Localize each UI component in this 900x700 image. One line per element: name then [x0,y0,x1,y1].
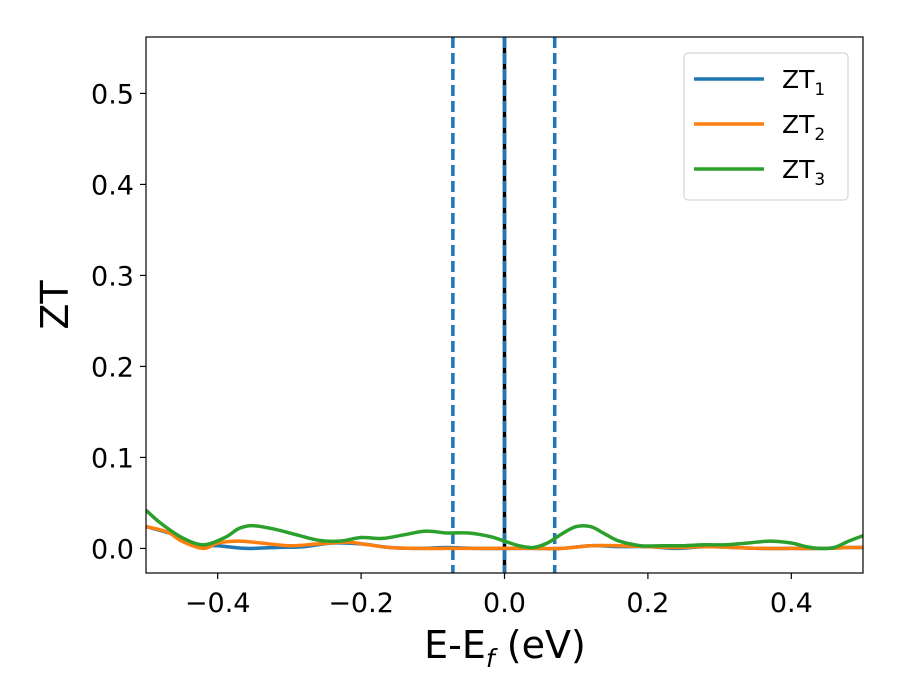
y-tick-label: 0.2 [91,352,134,383]
x-axis-title-unit: (eV) [495,623,586,667]
series-line-zt3 [146,508,863,551]
x-tick-label: 0.4 [770,588,813,619]
y-axis-title: ZT [33,280,77,330]
legend-label-zt1: ZT1 [782,65,825,100]
series-lines [146,508,863,551]
x-axis-title: E-Ef (eV) [424,623,586,673]
y-axis-ticks: 0.0 0.1 0.2 0.3 0.4 0.5 [91,79,146,565]
legend-label-zt2: ZT2 [782,110,825,145]
legend-entries: ZT1 ZT2 ZT3 [694,65,825,190]
x-tick-label: 0.0 [483,588,526,619]
series-line-zt2 [146,524,863,551]
legend-box [683,52,849,201]
x-tick-label: −0.2 [328,588,394,619]
x-tick-label: 0.2 [626,588,669,619]
y-tick-label: 0.0 [91,534,134,565]
legend-label-zt3: ZT3 [782,155,825,190]
y-tick-label: 0.3 [91,261,134,292]
y-tick-label: 0.5 [91,79,134,110]
reference-lines [451,37,557,573]
x-tick-label: −0.4 [185,588,251,619]
y-tick-label: 0.4 [91,170,134,201]
legend: ZT1 ZT2 ZT3 [683,52,849,201]
y-tick-label: 0.1 [91,443,134,474]
x-axis-title-main: E-E [424,623,486,667]
x-axis-ticks: −0.4 −0.2 0.0 0.2 0.4 [185,573,813,619]
